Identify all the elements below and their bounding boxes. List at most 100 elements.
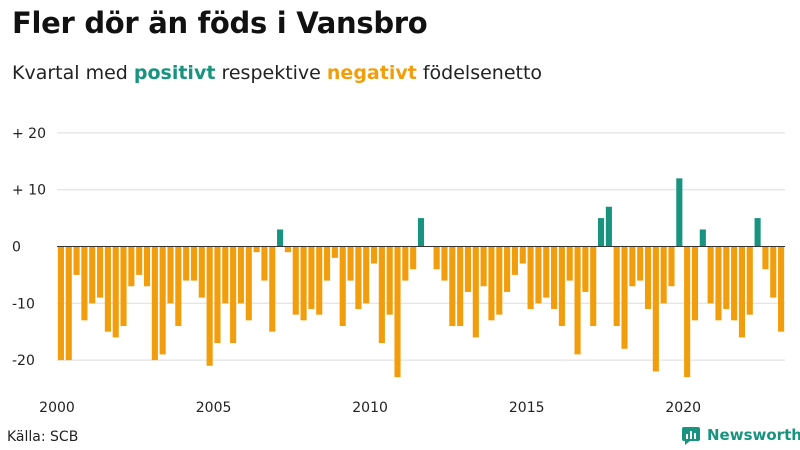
bar-negative [292,246,299,315]
bar-negative [535,246,542,304]
bar-negative [590,246,597,327]
bar-positive [597,218,605,247]
bar-negative [574,246,581,355]
bar-negative [762,246,769,270]
subtitle-positive-label: positivt [133,62,216,84]
bar-negative [378,246,385,344]
bar-negative [308,246,315,309]
bar-negative [347,246,354,281]
bar-negative [511,246,518,275]
y-tick-label: 0 [12,240,21,256]
bar-negative [245,246,252,321]
bar-negative [284,246,291,253]
bar-negative [488,246,495,321]
bar-negative [73,246,80,275]
bar-positive [277,229,284,247]
x-tick-label: 2005 [196,400,232,416]
bar-negative [527,246,534,309]
bar-negative [496,246,503,315]
bar-positive [676,178,683,247]
bar-negative [441,246,448,281]
bar-negative [167,246,174,304]
bar-negative [778,246,785,332]
bar-negative [136,246,143,275]
x-tick-label: 2015 [509,400,545,416]
bar-negative [394,246,401,378]
bar-negative [480,246,487,287]
bar-negative [190,246,198,281]
bar-negative [65,246,72,361]
bar-negative [183,246,190,281]
bar-negative [551,246,558,309]
subtitle-text-end: födelsenetto [416,62,543,84]
bar-negative [644,246,652,309]
bar-negative [770,246,777,298]
x-tick-label: 2000 [39,400,75,416]
axis-labels: + 20 + 10 0 -10 -20 2000 2005 2010 2015 2020 [12,126,785,416]
bar-negative [543,246,550,298]
newsworthy-logo-icon [682,427,700,445]
bar-negative [637,246,644,281]
bar-negative [151,246,158,361]
bar-negative [230,246,237,344]
bar-negative [57,246,64,361]
bar-negative [175,246,182,327]
y-tick-label: -10 [12,296,35,312]
bar-negative [715,246,722,321]
y-tick-label: + 20 [12,126,46,142]
bar-negative [738,246,745,338]
bar-negative [363,246,370,304]
bar-negative [355,246,362,309]
bar-negative [112,246,119,338]
chart-title: Fler dör än föds i Vansbro [12,6,428,40]
x-tick-label: 2020 [665,400,701,416]
subtitle-text-start: Kvartal med [12,62,134,84]
bar-negative [269,246,276,332]
bar-negative [300,246,307,321]
subtitle-negative-label: negativt [326,62,417,84]
bar-negative [104,246,111,332]
bar-negative [386,246,393,315]
bar-negative [707,246,714,304]
bar-negative [237,246,245,304]
brand-name: Newsworthy [707,426,800,444]
chart-subtitle: Kvartal med positivt respektive negativt… [12,62,542,84]
bar-negative [370,246,378,264]
bar-negative [198,246,205,298]
bar-negative [339,246,346,327]
bar-negative [457,246,464,327]
bar-negative [253,246,260,253]
bar-negative [723,246,730,309]
bar-negative [621,246,628,349]
bars [57,178,785,378]
bar-negative [159,246,166,355]
bar-negative [519,246,526,264]
bar-negative [449,246,456,327]
bar-negative [684,246,691,378]
subtitle-text-middle: respektive [215,62,327,84]
newsworthy-logo: Newsworthy [681,425,800,445]
bar-negative [613,246,620,327]
bar-negative [324,246,331,281]
bar-negative [566,246,573,281]
bar-negative [222,246,229,304]
bar-negative [128,246,135,287]
bar-positive [754,218,761,247]
bar-positive [699,229,706,247]
bar-negative [433,246,440,270]
bar-negative [582,246,589,292]
bar-negative [89,246,96,304]
y-tick-label: + 10 [12,183,46,199]
bar-positive [605,206,612,247]
bar-negative [402,246,409,281]
bar-negative [504,246,511,292]
bar-negative [316,246,323,315]
bar-negative [410,246,417,270]
bar-negative [660,246,667,304]
y-tick-label: -20 [12,353,35,369]
source-label: Källa: SCB [7,429,79,445]
bar-negative [731,246,738,321]
bar-negative [331,246,338,258]
bar-negative [652,246,659,372]
